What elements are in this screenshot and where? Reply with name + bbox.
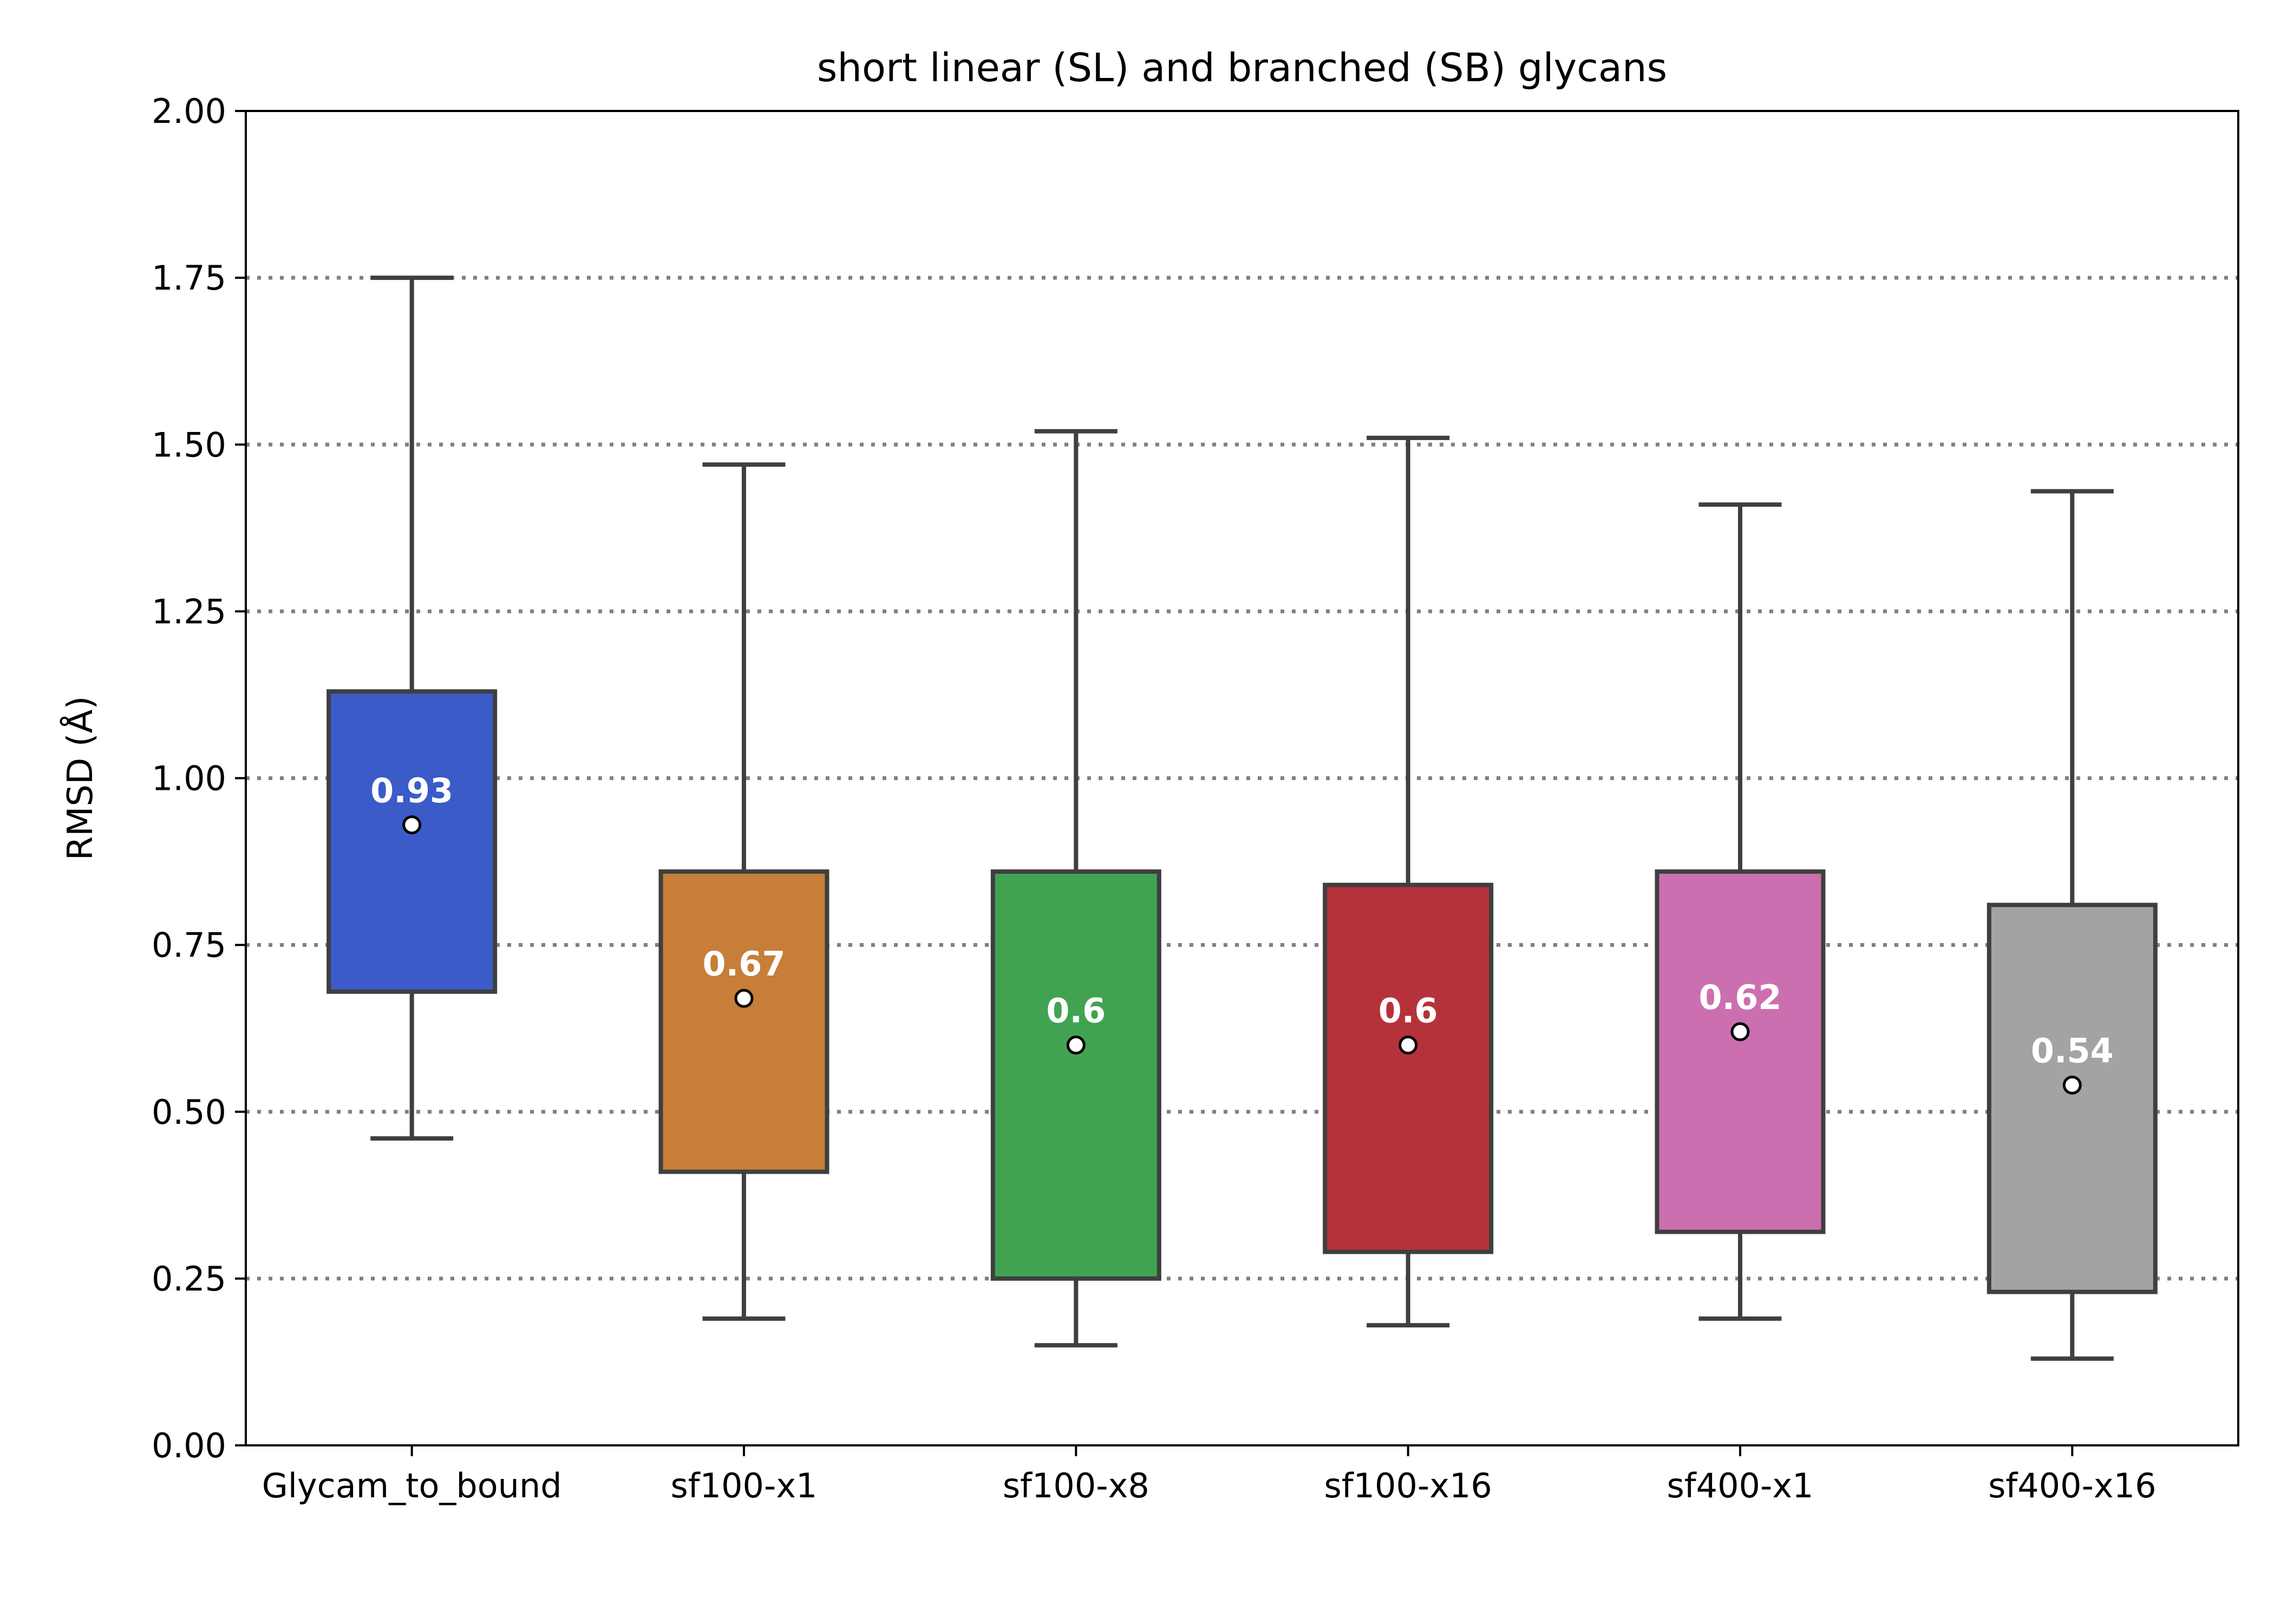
mean-label: 0.93 xyxy=(370,771,453,810)
y-tick-label: 1.25 xyxy=(152,592,226,631)
box-body xyxy=(326,689,498,994)
mean-label: 0.62 xyxy=(1699,978,1782,1017)
mean-marker xyxy=(2062,1075,2082,1095)
chart-title: short linear (SL) and branched (SB) glyc… xyxy=(817,45,1667,90)
mean-marker xyxy=(1066,1036,1086,1055)
mean-label: 0.54 xyxy=(2031,1031,2114,1070)
mean-marker xyxy=(1399,1036,1418,1055)
mean-marker xyxy=(734,988,754,1008)
box-body xyxy=(1655,869,1826,1234)
x-tick-label: sf100-x16 xyxy=(1324,1466,1492,1505)
y-tick-label: 0.00 xyxy=(152,1426,226,1465)
mean-label: 0.6 xyxy=(1046,991,1106,1031)
x-tick-label: sf100-x1 xyxy=(671,1466,818,1505)
box-sf100-x1: 0.67 xyxy=(658,462,829,1321)
y-tick-label: 1.00 xyxy=(152,759,226,798)
y-tick-label: 0.50 xyxy=(152,1092,226,1132)
grid-lines xyxy=(246,276,2238,1281)
box-body xyxy=(990,869,1161,1281)
box-series: 0.93 0.67 0.6 0.6 0.62 0.54 xyxy=(326,276,2158,1361)
x-tick-label: sf400-x16 xyxy=(1988,1466,2156,1505)
y-axis: 0.00 0.25 0.50 0.75 1.00 1.25 1.50 1.75 2.00 xyxy=(152,91,246,1465)
box-body xyxy=(1323,882,1494,1254)
y-tick-label: 0.75 xyxy=(152,926,226,965)
box-sf100-x16: 0.6 xyxy=(1323,435,1494,1328)
mean-marker xyxy=(1730,1022,1750,1042)
box-sf100-x8: 0.6 xyxy=(990,429,1161,1348)
y-tick-label: 1.75 xyxy=(152,258,226,298)
x-tick-label: sf400-x1 xyxy=(1667,1466,1814,1505)
box-Glycam_to_bound: 0.93 xyxy=(326,276,498,1141)
x-tick-label: Glycam_to_bound xyxy=(262,1466,562,1505)
mean-label: 0.6 xyxy=(1378,991,1438,1031)
mean-marker xyxy=(402,815,422,835)
y-tick-label: 1.50 xyxy=(152,425,226,464)
box-sf400-x16: 0.54 xyxy=(1987,489,2158,1361)
box-body xyxy=(658,869,829,1174)
x-tick-label: sf100-x8 xyxy=(1003,1466,1149,1505)
mean-label: 0.67 xyxy=(703,944,786,984)
box-body xyxy=(1987,902,2158,1294)
y-axis-label: RMSD (Å) xyxy=(60,696,101,861)
y-tick-label: 2.00 xyxy=(152,91,226,131)
y-tick-label: 0.25 xyxy=(152,1259,226,1299)
box-sf400-x1: 0.62 xyxy=(1655,502,1826,1321)
x-axis: Glycam_to_bound sf100-x1 sf100-x8 sf100-x16… xyxy=(262,1445,2157,1505)
